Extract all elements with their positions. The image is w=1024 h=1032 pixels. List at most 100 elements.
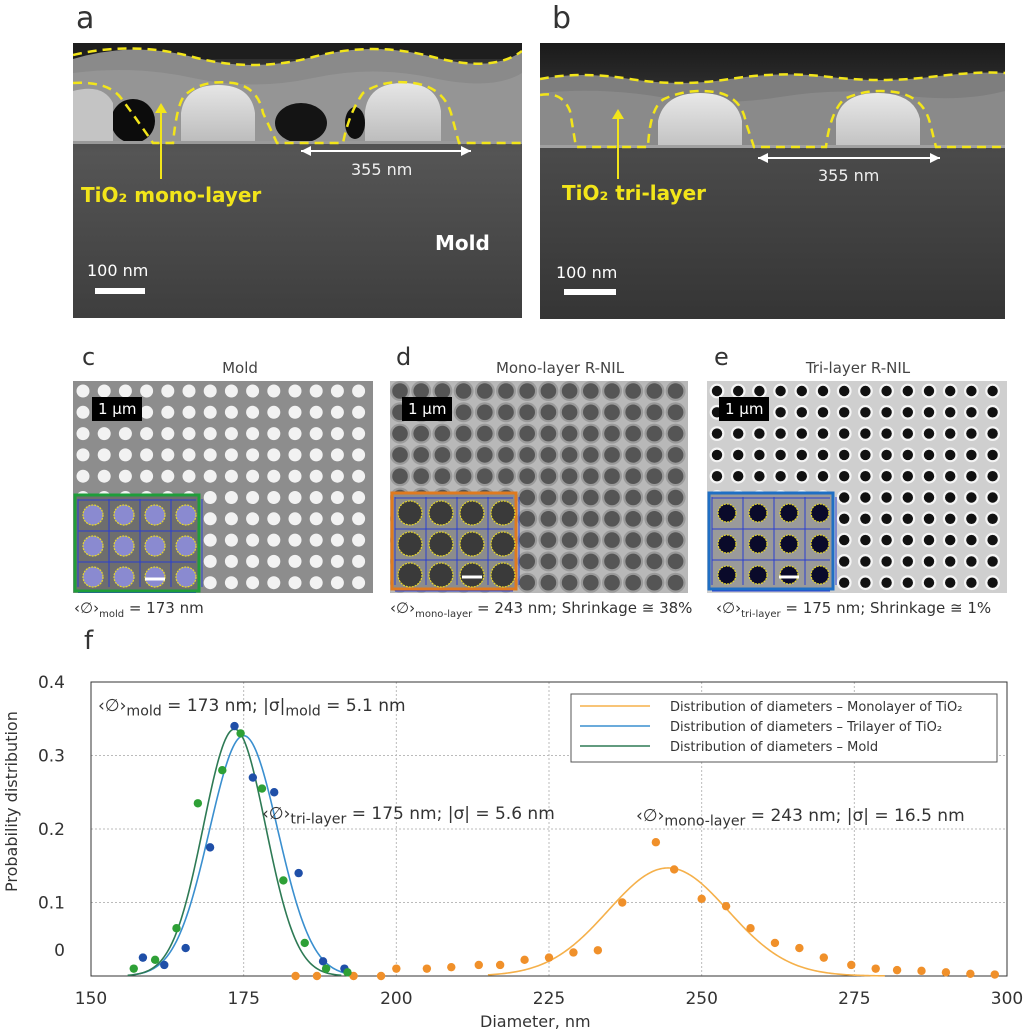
pattern-dot — [583, 532, 599, 548]
pattern-dot — [182, 384, 196, 398]
pattern-dot — [966, 428, 977, 439]
pattern-dot — [923, 577, 935, 588]
pattern-dot — [540, 468, 557, 484]
pattern-dot — [945, 385, 956, 397]
pattern-dot — [309, 533, 323, 547]
pattern-dot — [646, 425, 663, 442]
data-point — [966, 969, 975, 978]
data-point — [230, 721, 239, 731]
pattern-dot — [140, 384, 154, 398]
x-tick-label: 225 — [533, 989, 565, 1009]
mold-label: Mold — [435, 231, 490, 255]
data-point — [847, 960, 856, 970]
pattern-dot — [625, 468, 641, 484]
pattern-dot — [288, 448, 302, 462]
pattern-dot — [733, 449, 744, 461]
pattern-dot — [140, 469, 154, 483]
pattern-dot — [246, 512, 260, 526]
pattern-dot — [519, 468, 535, 484]
pattern-dot — [330, 448, 344, 462]
scale-label-e: 1 μm — [719, 397, 770, 421]
pattern-dot — [540, 425, 557, 442]
pattern-dot — [540, 404, 557, 421]
pattern-dot — [561, 511, 578, 527]
data-point — [618, 898, 627, 907]
data-point — [205, 843, 215, 852]
pattern-dot — [203, 512, 217, 526]
data-point — [129, 964, 138, 973]
pattern-dot — [754, 471, 765, 482]
pattern-dot — [923, 513, 935, 524]
pattern-dot — [839, 471, 850, 482]
sem-image-c: 1 μm — [73, 381, 373, 593]
pattern-dot — [519, 425, 535, 442]
caption-e: ‹∅›tri-layer = 175 nm; Shrinkage ≅ 1% — [716, 599, 992, 620]
pattern-dot — [902, 513, 913, 524]
pattern-dot — [667, 383, 684, 399]
pattern-dot — [646, 447, 663, 463]
pattern-dot — [519, 404, 535, 421]
pattern-dot — [140, 448, 154, 462]
distribution-chart: 150 175 200 225 250 275 300 0 0.1 0.2 0.3 0.4 Distr… — [0, 660, 1024, 1032]
pattern-dot — [561, 425, 578, 442]
pattern-dot — [498, 468, 514, 484]
pattern-dot — [902, 556, 913, 567]
pattern-dot — [288, 405, 302, 419]
pattern-dot — [817, 385, 829, 397]
panel-letter-b: b — [552, 1, 572, 36]
pattern-dot — [246, 533, 260, 547]
pattern-dot — [540, 574, 557, 591]
pattern-dot — [839, 492, 850, 503]
pattern-dot — [881, 513, 892, 524]
pattern-dot — [945, 449, 956, 461]
tio2-trilayer-label: TiO₂ tri-layer — [562, 181, 707, 205]
y-axis-label: Probability distribution — [2, 711, 21, 892]
pattern-dot — [711, 428, 723, 439]
data-point — [569, 948, 578, 957]
pattern-dot — [817, 449, 829, 461]
data-point — [495, 960, 505, 970]
pattern-dot — [945, 428, 956, 439]
pattern-dot — [392, 425, 408, 442]
pattern-dot — [434, 425, 451, 442]
pattern-dot — [881, 428, 892, 439]
pattern-dot — [667, 532, 684, 548]
caption-c: ‹∅›mold = 173 nm — [74, 599, 204, 620]
pattern-dot — [540, 553, 557, 570]
pattern-dot — [945, 513, 956, 524]
pattern-dot — [625, 553, 641, 570]
pattern-dot — [519, 383, 535, 399]
annotation-mold: ‹∅›mold = 173 nm; |σ|mold = 5.1 nm — [98, 696, 406, 720]
pattern-dot — [182, 448, 196, 462]
pattern-dot — [246, 427, 260, 441]
pattern-dot — [860, 449, 871, 461]
pattern-dot — [267, 512, 281, 526]
pattern-dot — [987, 428, 998, 439]
chart-legend: Distribution of diameters – Monolayer of… — [570, 693, 998, 763]
data-point — [651, 838, 661, 847]
pattern-dot — [561, 404, 578, 421]
pattern-dot — [902, 492, 913, 503]
pattern-dot — [902, 449, 913, 461]
pattern-dot — [646, 511, 663, 527]
pattern-dot — [839, 428, 850, 439]
x-tick-label: 150 — [75, 989, 107, 1009]
pattern-dot — [646, 468, 663, 484]
pattern-dot — [540, 511, 557, 527]
pattern-dot — [754, 449, 765, 461]
pattern-dot — [945, 556, 956, 567]
pattern-dot — [733, 428, 744, 439]
pattern-dot — [76, 405, 90, 419]
pattern-dot — [711, 385, 723, 397]
pattern-dot — [224, 469, 238, 483]
pattern-dot — [288, 469, 302, 483]
data-point — [770, 938, 780, 948]
data-point — [917, 966, 926, 976]
x-tick-label: 300 — [991, 989, 1023, 1009]
pattern-dot — [352, 491, 366, 504]
data-point — [544, 953, 554, 962]
pattern-dot — [583, 489, 599, 506]
pattern-dot — [604, 574, 620, 591]
data-point — [150, 955, 160, 965]
pattern-dot — [140, 427, 154, 441]
